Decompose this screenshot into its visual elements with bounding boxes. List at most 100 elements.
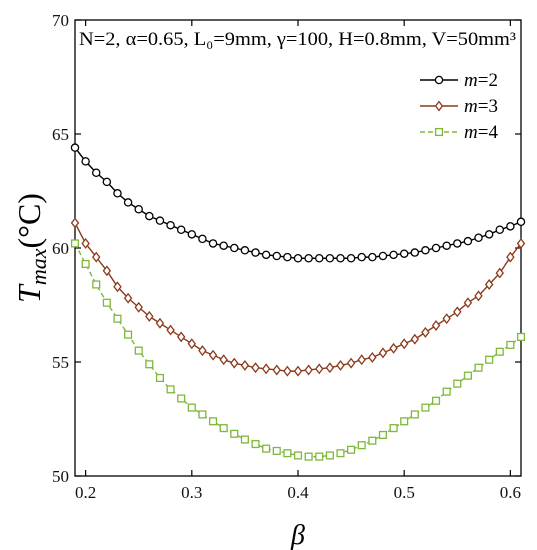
y-tick-label: 70 <box>52 11 69 30</box>
data-point <box>399 338 409 350</box>
data-point <box>325 254 335 263</box>
data-point <box>357 441 366 450</box>
data-point <box>219 241 228 250</box>
data-point <box>208 417 218 426</box>
data-point <box>283 365 292 377</box>
legend: m=2 m=3 m=4 <box>420 70 498 143</box>
x-axis-label: β <box>290 520 305 550</box>
data-point <box>251 440 260 449</box>
data-point <box>81 237 90 249</box>
data-point <box>198 345 207 357</box>
data-point <box>240 435 249 444</box>
data-point <box>304 254 313 263</box>
data-point <box>240 246 250 255</box>
data-point <box>272 446 281 455</box>
data-point <box>431 320 441 331</box>
data-point <box>431 243 441 253</box>
data-point <box>346 254 356 263</box>
data-point <box>113 281 122 293</box>
data-point <box>506 340 515 349</box>
data-point <box>124 330 133 339</box>
data-point <box>336 449 345 458</box>
data-point <box>453 239 462 248</box>
y-axis-label: Tmax(°C) <box>11 193 51 303</box>
data-point <box>272 364 281 376</box>
legend-label: m=4 <box>464 122 498 143</box>
data-point <box>198 410 207 419</box>
data-point <box>410 333 420 345</box>
data-point <box>102 265 112 277</box>
data-point <box>176 225 186 235</box>
data-point <box>453 306 462 318</box>
data-point <box>410 248 420 257</box>
legend-label: m=2 <box>464 70 498 91</box>
data-point <box>166 220 175 230</box>
data-point <box>314 254 324 263</box>
data-point <box>421 246 430 255</box>
data-point <box>325 451 334 460</box>
series-3 <box>70 239 526 461</box>
x-tick-label: 0.2 <box>75 483 96 502</box>
data-point <box>399 249 409 258</box>
data-point <box>474 363 483 372</box>
data-point <box>516 217 526 227</box>
data-point <box>293 254 303 263</box>
data-point <box>336 359 345 371</box>
data-point <box>70 239 80 248</box>
data-point <box>506 251 515 263</box>
data-point <box>304 364 313 376</box>
svg-text:Tmax(°C): Tmax(°C) <box>11 193 51 303</box>
data-point <box>389 424 398 433</box>
data-point <box>283 252 292 262</box>
data-point <box>378 251 388 261</box>
data-point <box>81 157 90 166</box>
data-point <box>113 314 122 323</box>
data-point <box>208 239 218 248</box>
data-point <box>176 331 186 343</box>
data-point <box>187 230 197 239</box>
data-point <box>198 234 207 244</box>
data-point <box>155 317 165 329</box>
data-point <box>219 354 228 366</box>
data-point <box>453 379 462 388</box>
data-point <box>208 349 218 361</box>
legend-entry: m=3 <box>420 96 498 117</box>
data-point <box>389 250 398 260</box>
data-point <box>315 363 324 375</box>
data-point <box>145 211 154 221</box>
parameter-annotation: N=2, α=0.65, L₀=9mm, γ=100, H=0.8mm, V=5… <box>79 29 516 50</box>
data-point <box>315 452 324 461</box>
data-point <box>474 290 483 302</box>
data-point <box>368 436 377 445</box>
data-point <box>325 362 335 374</box>
data-point <box>378 347 388 359</box>
data-point <box>262 444 271 453</box>
data-point <box>378 430 388 440</box>
data-point <box>484 230 494 239</box>
data-point <box>410 410 419 419</box>
data-point <box>389 342 398 354</box>
data-point <box>368 252 377 262</box>
data-point <box>336 254 345 263</box>
series-1 <box>70 143 526 263</box>
x-tick-label: 0.3 <box>181 483 202 502</box>
data-point <box>272 251 282 261</box>
data-point <box>421 326 430 338</box>
y-tick-label: 50 <box>52 467 69 486</box>
data-point <box>70 143 80 152</box>
data-point <box>261 250 271 260</box>
series-layer <box>70 143 526 461</box>
y-tick-label: 60 <box>52 239 69 258</box>
data-point <box>251 248 260 257</box>
data-point <box>484 279 494 290</box>
legend-label: m=3 <box>464 96 498 117</box>
data-point <box>219 424 228 433</box>
data-point <box>442 313 451 325</box>
data-point <box>485 355 494 364</box>
data-point <box>113 189 122 198</box>
data-point <box>155 216 165 225</box>
legend-entry: m=4 <box>420 122 498 143</box>
data-point <box>431 396 441 405</box>
data-point <box>463 371 472 380</box>
